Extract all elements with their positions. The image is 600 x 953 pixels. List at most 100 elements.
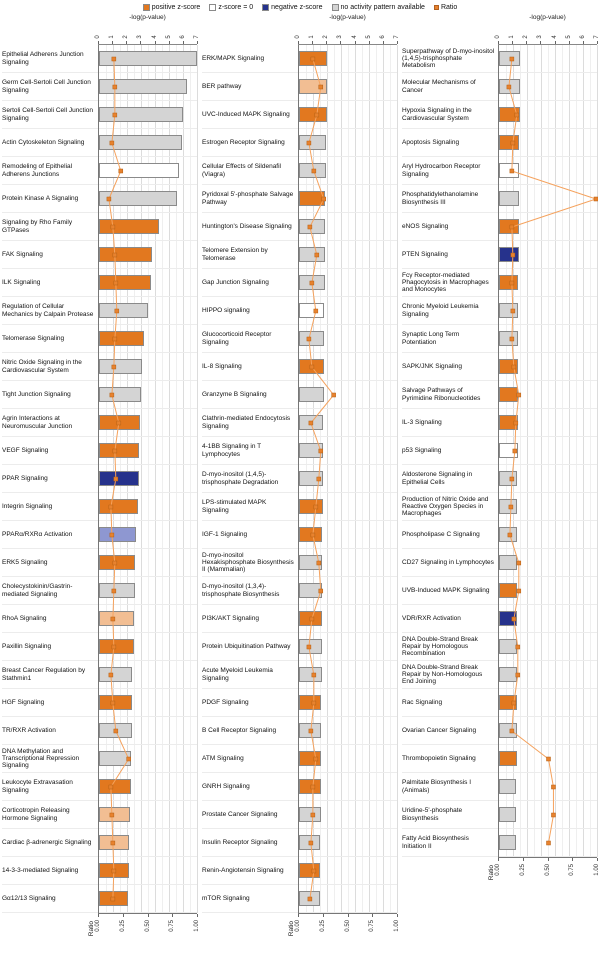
ratio-axis: 0.00 0.25 0.50 0.75 1.00 Ratio <box>88 913 200 953</box>
pathway-label: DNA Double-Strand Break Repair by Homolo… <box>402 633 498 661</box>
axis-tick-mark <box>597 41 598 44</box>
pvalue-axis: -log(p-value) 0 1 2 3 4 5 6 7 <box>495 14 600 45</box>
axis-tick-mark <box>98 41 99 44</box>
pvalue-bar <box>498 499 518 514</box>
pathway-label: Cholecystokinin/Gastrin-mediated Signali… <box>2 577 98 605</box>
axis-tick-label: 7 <box>394 35 400 39</box>
pathway-row <box>298 325 397 353</box>
pvalue-bar <box>98 331 144 346</box>
pathway-row <box>298 689 397 717</box>
pvalue-bar <box>98 639 134 654</box>
pathway-label: PDGF Signaling <box>202 689 298 717</box>
axis-tick-label: 0.00 <box>95 920 101 932</box>
pathway-label: p53 Signaling <box>402 437 498 465</box>
pathway-row <box>298 213 397 241</box>
pathway-label: Protein Ubiquitination Pathway <box>202 633 298 661</box>
axis-tick-mark <box>547 858 549 861</box>
pathway-row <box>498 185 597 213</box>
pathway-label: 14-3-3-mediated Signaling <box>2 857 98 885</box>
pathway-row <box>298 45 397 73</box>
axis-tick-label: 0 <box>495 35 501 39</box>
pathway-label: Leukocyte Extravasation Signaling <box>2 773 98 801</box>
pathway-label: GNRH Signaling <box>202 773 298 801</box>
pathway-row <box>98 885 197 913</box>
pathway-row <box>498 465 597 493</box>
axis-tick-label: 4 <box>551 35 558 39</box>
pathway-row <box>98 521 197 549</box>
pathway-row <box>98 213 197 241</box>
pvalue-bar <box>98 163 179 178</box>
pathway-label: PTEN Signaling <box>402 241 498 269</box>
pathway-label: Fatty Acid Biosynthesis Initiation II <box>402 829 498 857</box>
legend-item: negative z-score <box>262 4 323 11</box>
pvalue-bar <box>298 107 327 122</box>
pvalue-bar <box>98 247 152 262</box>
pathway-row <box>98 241 197 269</box>
pathway-panel-2: -log(p-value) 0 1 2 3 4 5 6 7 ERK/MAPK Signaling B… <box>200 14 400 953</box>
legend-item-label: no activity pattern available <box>340 4 425 11</box>
gridline <box>347 45 349 913</box>
axis-tick-mark <box>326 41 328 44</box>
pathway-label: VEGF Signaling <box>2 437 98 465</box>
axis-tick-mark <box>112 41 114 44</box>
pathway-row <box>98 773 197 801</box>
pvalue-bar <box>298 331 325 346</box>
axis-tick-label: 0.25 <box>519 864 526 876</box>
legend-item: no activity pattern available <box>331 4 425 11</box>
pvalue-bar <box>498 303 519 318</box>
gridline <box>340 45 342 913</box>
pvalue-bar <box>98 583 136 598</box>
pvalue-bar <box>98 835 130 850</box>
pvalue-bar <box>498 527 518 542</box>
pathway-row <box>298 241 397 269</box>
pathway-labels: Epithelial Adherens Junction Signaling Ge… <box>2 45 98 913</box>
gridline <box>189 45 191 913</box>
pathway-row <box>298 885 397 913</box>
gridline <box>397 45 398 913</box>
pathway-row <box>98 437 197 465</box>
pathway-label: Protein Kinase A Signaling <box>2 185 98 213</box>
ratio-point-swatch <box>433 5 439 10</box>
pvalue-bar <box>98 443 140 458</box>
axis-tick-mark <box>397 41 398 44</box>
pathway-label: Actin Cytoskeleton Signaling <box>2 129 98 157</box>
pvalue-axis-title: -log(p-value) <box>329 14 366 21</box>
pathway-label: mTOR Signaling <box>202 885 298 913</box>
axis-tick-label: 5 <box>565 35 572 39</box>
pathway-row <box>498 325 597 353</box>
ratio-axis-title: Ratio <box>88 921 95 937</box>
axis-tick-label: 1.00 <box>394 920 400 932</box>
pathway-row <box>98 661 197 689</box>
pvalue-bar <box>498 583 518 598</box>
pathway-label: Estrogen Receptor Signaling <box>202 129 298 157</box>
pvalue-bar <box>298 387 324 402</box>
pvalue-bar <box>498 359 519 374</box>
axis-tick-mark <box>568 41 570 44</box>
pathway-row <box>298 353 397 381</box>
pvalue-bar <box>298 191 326 206</box>
axis-tick-label: 6 <box>379 35 386 39</box>
pathway-label: Integrin Signaling <box>2 493 98 521</box>
pathway-label: Ovarian Cancer Signaling <box>402 717 498 745</box>
pathway-row <box>98 325 197 353</box>
axis-tick-mark <box>126 41 128 44</box>
pathway-row <box>298 269 397 297</box>
pathway-label: BER pathway <box>202 73 298 101</box>
pathway-label: PPAR Signaling <box>2 465 98 493</box>
pathway-row <box>498 689 597 717</box>
gridline <box>182 45 184 913</box>
axis-tick-mark <box>298 914 299 917</box>
pathway-label: Cardiac β-adrenergic Signaling <box>2 829 98 857</box>
gridline <box>168 45 170 913</box>
pathway-label: ERK/MAPK Signaling <box>202 45 298 73</box>
pathway-row <box>498 409 597 437</box>
axis-tick-label: 5 <box>365 35 372 39</box>
pathway-label: Cellular Effects of Sildenafil (Viagra) <box>202 157 298 185</box>
pathway-row <box>298 297 397 325</box>
pvalue-bar <box>98 499 138 514</box>
pathway-label: PPARα/RXRα Activation <box>2 521 98 549</box>
ratio-axis-title: Ratio <box>288 921 295 937</box>
axis-tick-mark <box>140 41 142 44</box>
pathway-row <box>498 353 597 381</box>
pathway-label: Aryl Hydrocarbon Receptor Signaling <box>402 157 498 185</box>
